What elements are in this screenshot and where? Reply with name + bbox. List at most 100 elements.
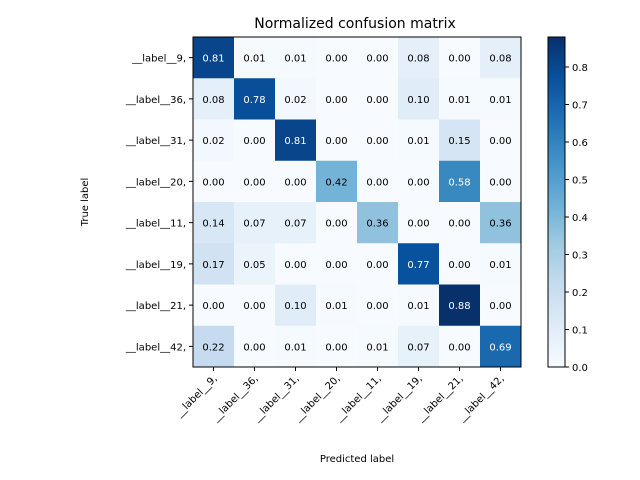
heatmap-cell	[193, 78, 235, 120]
heatmap-cell	[439, 37, 481, 79]
cell-value-label: 0.01	[407, 301, 429, 312]
cell-value-label: 0.00	[202, 301, 224, 312]
heatmap-cell	[193, 160, 235, 203]
cell-value-label: 0.00	[448, 342, 470, 353]
heatmap-cell	[480, 284, 522, 327]
x-axis-label: Predicted label	[320, 454, 394, 465]
cell-value-label: 0.08	[202, 95, 224, 106]
cell-value-label: 0.00	[366, 301, 388, 312]
cell-value-label: 0.00	[284, 177, 306, 188]
cell-value-label: 0.00	[366, 54, 388, 65]
heatmap-cell	[234, 78, 276, 120]
cell-value-label: 0.00	[489, 177, 511, 188]
cell-value-label: 0.00	[243, 177, 265, 188]
heatmap-cell	[480, 119, 522, 162]
cell-value-label: 0.01	[284, 342, 306, 353]
colorbar-tick-label: 0.3	[572, 251, 588, 262]
cell-value-label: 0.00	[325, 219, 347, 230]
heatmap-cell	[357, 37, 399, 79]
cell-value-label: 0.01	[489, 260, 511, 271]
cell-value-label: 0.00	[325, 342, 347, 353]
y-tick-label: __label__36,	[125, 95, 186, 106]
cell-value-label: 0.08	[407, 54, 429, 65]
cell-value-label: 0.01	[366, 342, 388, 353]
colorbar-tick-label: 0.0	[572, 363, 588, 374]
heatmap-cell	[316, 284, 358, 327]
colorbar-tick-label: 0.8	[572, 63, 588, 74]
cell-value-label: 0.00	[448, 54, 470, 65]
heatmap-cell	[275, 78, 317, 120]
cell-value-label: 0.36	[489, 219, 511, 230]
colorbar-tick-label: 0.6	[572, 138, 588, 149]
heatmap-cell	[357, 325, 399, 368]
cell-value-label: 0.02	[202, 136, 224, 147]
cell-value-label: 0.00	[489, 301, 511, 312]
cell-value-label: 0.22	[202, 342, 224, 353]
heatmap-cell	[398, 202, 440, 244]
heatmap-cell	[193, 243, 235, 285]
heatmap-cell	[439, 284, 481, 327]
cell-value-label: 0.36	[366, 219, 388, 230]
heatmap-cell	[234, 119, 276, 162]
y-tick-label: __label__42,	[125, 342, 186, 353]
cell-value-label: 0.01	[489, 95, 511, 106]
colorbar-tick-label: 0.7	[572, 101, 588, 112]
colorbar-tick-label: 0.2	[572, 288, 588, 299]
heatmap-cell	[316, 325, 358, 368]
heatmap-cell	[193, 202, 235, 244]
heatmap-cell	[398, 160, 440, 203]
heatmap-cell	[357, 78, 399, 120]
heatmap-cell	[480, 37, 522, 79]
heatmap-cell	[439, 243, 481, 285]
cell-value-label: 0.81	[202, 54, 224, 65]
cell-value-label: 0.07	[407, 342, 429, 353]
heatmap-cell	[480, 78, 522, 120]
heatmap-cell	[234, 325, 276, 368]
cell-value-label: 0.00	[243, 342, 265, 353]
cell-value-label: 0.01	[407, 136, 429, 147]
cell-value-label: 0.17	[202, 260, 224, 271]
y-tick-label: __label__9,	[131, 54, 186, 65]
heatmap-cell	[193, 325, 235, 368]
heatmap-cell	[398, 37, 440, 79]
heatmap-cell	[480, 325, 522, 368]
heatmap-cell	[398, 325, 440, 368]
colorbar-tick-label: 0.5	[572, 176, 588, 187]
cell-value-label: 0.00	[243, 136, 265, 147]
cell-value-label: 0.00	[202, 177, 224, 188]
heatmap-cell	[316, 202, 358, 244]
heatmap-cell	[357, 202, 399, 244]
cell-value-label: 0.81	[284, 136, 306, 147]
y-axis-label: True label	[80, 178, 91, 228]
cell-value-label: 0.00	[366, 177, 388, 188]
cell-value-label: 0.07	[243, 219, 265, 230]
cell-value-label: 0.00	[284, 260, 306, 271]
cell-value-label: 0.08	[489, 54, 511, 65]
heatmap-cell	[275, 202, 317, 244]
heatmap-cell	[193, 37, 235, 79]
heatmap-cell	[234, 243, 276, 285]
cell-value-label: 0.00	[325, 136, 347, 147]
heatmap-cell	[439, 119, 481, 162]
heatmap-cell	[357, 119, 399, 162]
plot-frame	[192, 36, 522, 368]
cell-value-label: 0.10	[284, 301, 306, 312]
cell-value-label: 0.00	[325, 54, 347, 65]
cell-value-label: 0.01	[448, 95, 470, 106]
cell-value-label: 0.00	[366, 136, 388, 147]
y-tick-label: __label__11,	[125, 219, 186, 230]
heatmap-cell	[275, 243, 317, 285]
cell-value-label: 0.00	[325, 95, 347, 106]
cell-value-label: 0.01	[284, 54, 306, 65]
cell-value-label: 0.01	[243, 54, 265, 65]
heatmap-cell	[316, 78, 358, 120]
heatmap-cell	[234, 284, 276, 327]
heatmap-cell	[275, 160, 317, 203]
heatmap-cell	[357, 243, 399, 285]
cell-value-label: 0.00	[407, 219, 429, 230]
heatmap-cell	[398, 78, 440, 120]
heatmap-cell	[439, 202, 481, 244]
cell-value-label: 0.78	[243, 95, 265, 106]
heatmap-cell	[316, 119, 358, 162]
cell-value-label: 0.00	[489, 136, 511, 147]
